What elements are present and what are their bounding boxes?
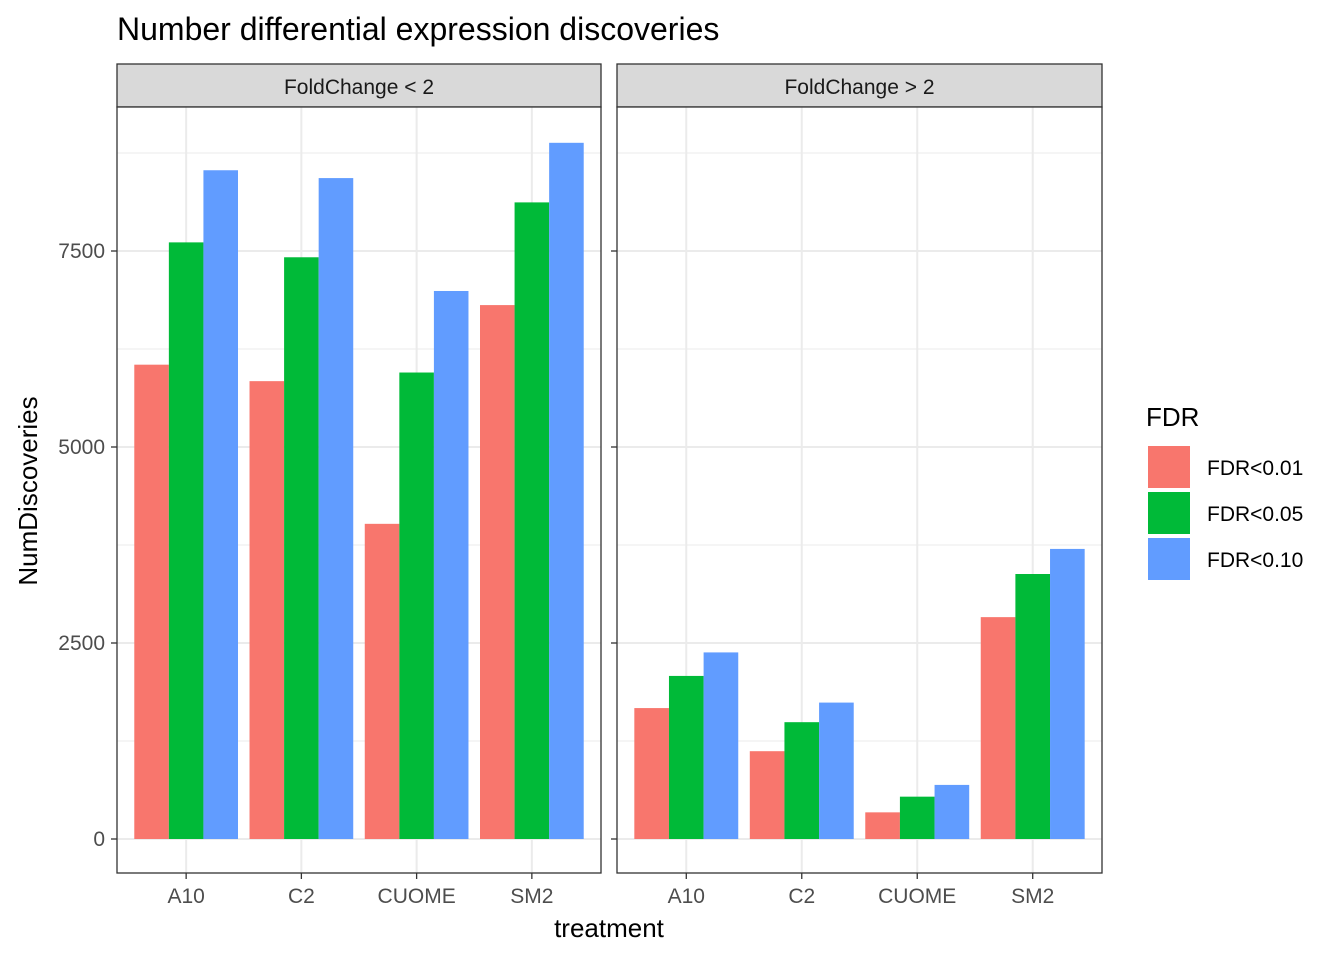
bar-FDR<0.01: [980, 617, 1016, 839]
y-tick-label: 5000: [58, 436, 105, 459]
bar-FDR<0.05: [899, 796, 935, 839]
bar-FDR<0.05: [284, 257, 319, 840]
facet-strip: [616, 63, 1103, 108]
facet-strip: [116, 63, 602, 108]
bar-FDR<0.01: [634, 708, 669, 839]
panel-border: [116, 106, 602, 874]
bar-FDR<0.01: [865, 812, 900, 839]
x-tick-label: CUOME: [378, 885, 456, 908]
legend-key: [1148, 538, 1190, 580]
bar-FDR<0.05: [668, 675, 704, 839]
bar-FDR<0.10: [934, 784, 970, 839]
bar-FDR<0.10: [549, 142, 584, 840]
facet-strip-label: FoldChange > 2: [784, 76, 934, 99]
bar-FDR<0.10: [819, 702, 854, 839]
legend-key: [1148, 492, 1190, 534]
bar-FDR<0.01: [480, 305, 515, 839]
bar-FDR<0.10: [1050, 548, 1085, 839]
legend: FDR FDR<0.01 FDR<0.05 FDR<0.10: [1146, 402, 1303, 580]
x-tick-label: CUOME: [878, 885, 956, 908]
facets-layer: FoldChange < 2 A10 C2 CUOME SM2 0 2500 5000 7500…: [58, 63, 1103, 908]
legend-title: FDR: [1146, 402, 1199, 432]
bar-FDR<0.01: [364, 523, 400, 839]
legend-label: FDR<0.01: [1207, 457, 1303, 480]
x-axis-title: treatment: [554, 913, 665, 943]
bar-FDR<0.05: [514, 202, 550, 840]
y-axis-title: NumDiscoveries: [13, 396, 43, 585]
x-tick-label: A10: [668, 885, 705, 908]
bar-FDR<0.01: [249, 381, 285, 839]
bar-FDR<0.05: [1015, 574, 1051, 839]
chart-title: Number differential expression discoveri…: [117, 11, 719, 47]
bar-FDR<0.10: [203, 170, 238, 840]
bar-FDR<0.10: [703, 652, 739, 839]
bar-FDR<0.05: [399, 372, 434, 839]
bar-FDR<0.05: [784, 722, 820, 839]
legend-label: FDR<0.05: [1207, 503, 1303, 526]
facet-strip-label: FoldChange < 2: [284, 76, 434, 99]
bar-FDR<0.01: [134, 364, 169, 839]
x-tick-label: A10: [167, 885, 204, 908]
facet-panel: FoldChange > 2 A10 C2 CUOME SM2: [611, 63, 1103, 908]
y-tick-label: 0: [93, 828, 105, 851]
y-tick-label: 7500: [58, 240, 105, 263]
legend-key: [1148, 446, 1190, 488]
bar-FDR<0.10: [318, 178, 354, 839]
x-tick-label: C2: [288, 885, 315, 908]
bar-FDR<0.05: [168, 242, 204, 840]
bar-FDR<0.10: [433, 290, 469, 839]
x-tick-label: C2: [788, 885, 815, 908]
legend-label: FDR<0.10: [1207, 549, 1303, 572]
x-tick-label: SM2: [1011, 885, 1054, 908]
y-tick-label: 2500: [58, 632, 105, 655]
x-tick-label: SM2: [510, 885, 553, 908]
facet-panel: FoldChange < 2 A10 C2 CUOME SM2 0 2500 5000 7500: [58, 63, 602, 908]
panel-border: [616, 106, 1103, 874]
bar-FDR<0.01: [749, 751, 785, 839]
